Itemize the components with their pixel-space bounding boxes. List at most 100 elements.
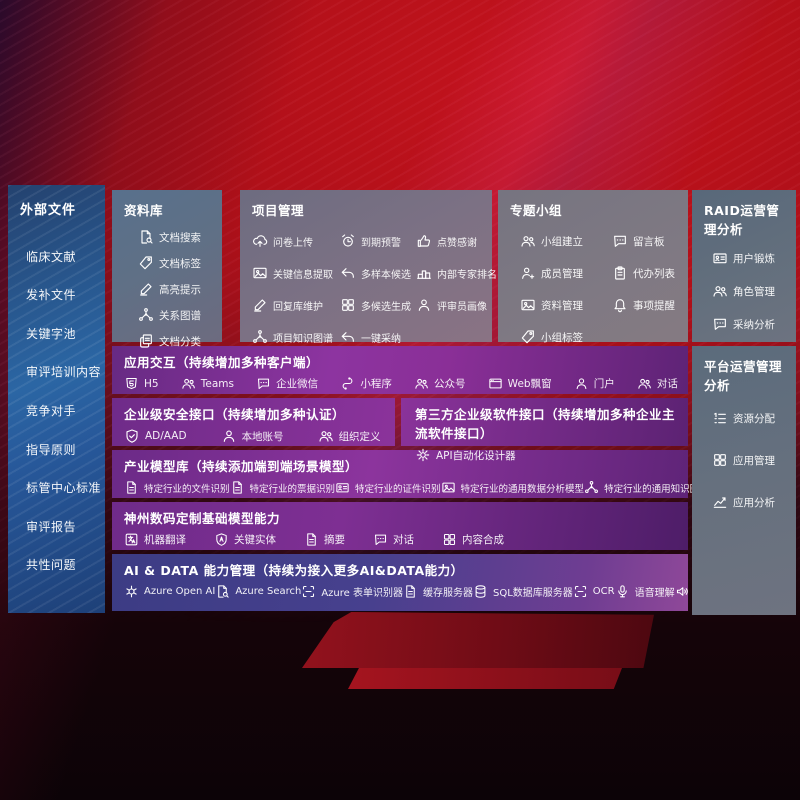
feature-item: 关键实体 xyxy=(214,532,276,547)
info-extract-icon xyxy=(252,265,268,281)
tts-icon xyxy=(675,584,690,599)
feature-item: 机器翻译 xyxy=(124,532,186,547)
feature-item: 特定行业的证件识别 xyxy=(335,480,441,495)
feature-item: 小组建立 xyxy=(520,233,612,249)
sidebar-item: 标管中心标准 xyxy=(26,481,102,496)
summary-icon xyxy=(304,532,319,547)
portal-icon xyxy=(574,376,589,391)
feature-item: 高亮提示 xyxy=(138,281,212,297)
external-files-title: 外部文件 xyxy=(20,203,77,218)
azure-search-icon xyxy=(215,584,230,599)
sidebar-item: 关键字池 xyxy=(26,326,77,341)
feature-item: 成员管理 xyxy=(520,265,612,281)
cache-server-icon xyxy=(403,584,418,599)
panel-title: 平台运营管理分析 xyxy=(704,359,783,393)
invoice-recognize-icon xyxy=(230,480,245,495)
feature-item: 组织定义 xyxy=(318,428,381,444)
chat-icon xyxy=(373,532,388,547)
ocr-icon xyxy=(573,584,588,599)
row-interfaces: 企业级安全接口（持续增加多种认证） AD/AAD 本地账号 组织定义 第三方企业… xyxy=(112,398,688,462)
project-items: 问卷上传 到期预警 点赞感谢 关键信息提取 多样本候选 内部专家排名 回复库维护… xyxy=(252,233,497,345)
feature-item: AD/AAD xyxy=(124,428,187,444)
feature-item: 小组标签 xyxy=(520,329,612,345)
feature-item: 用户锻炼 xyxy=(712,250,786,266)
sidebar-item: 指导原则 xyxy=(26,442,77,457)
feature-item: 内部专家排名 xyxy=(416,265,497,281)
architecture-slide: 外部文件 临床文献 发补文件 关键字池 审评培训内容 竞争对手 指导原则 标管中… xyxy=(8,185,796,615)
highlight-pen-icon xyxy=(138,281,154,297)
row-app-interaction: 应用交互（持续增加多种客户端） H5 Teams 企业微信 小程序 公众号 We… xyxy=(112,346,688,394)
feature-item: 特定行业的票据识别 xyxy=(230,480,335,495)
doc-search-icon xyxy=(138,229,154,245)
feature-item: API自动化设计器 xyxy=(415,447,516,463)
box-title: 企业级安全接口（持续增加多种认证） xyxy=(124,407,346,422)
doc-category-icon xyxy=(138,333,154,349)
feature-item: 特定行业的文件识别 xyxy=(124,480,230,495)
feature-item: SQL数据库服务器 xyxy=(473,584,573,599)
wechat-work-icon xyxy=(256,376,271,391)
platform-items: 资源分配 应用管理 应用分析 xyxy=(704,410,786,510)
third-party-items: API自动化设计器 xyxy=(415,447,678,463)
project-graph-icon xyxy=(252,329,268,345)
feature-item: 文档分类 xyxy=(138,333,212,349)
feature-item: 文档标签 xyxy=(138,255,212,271)
row-title: 产业模型库（持续添加端到端场景模型） xyxy=(124,459,359,474)
feature-item: Web飘窗 xyxy=(488,376,552,391)
feature-item: 问卷上传 xyxy=(252,233,340,249)
external-files-panel: 外部文件 临床文献 发补文件 关键字池 审评培训内容 竞争对手 指导原则 标管中… xyxy=(8,185,105,613)
panel-title: 专题小组 xyxy=(510,203,563,218)
feature-item: Azure Open AI xyxy=(124,584,215,599)
background-red-shape xyxy=(302,612,654,668)
sidebar-item: 审评培训内容 xyxy=(26,365,102,380)
row-title: 神州数码定制基础模型能力 xyxy=(124,511,281,526)
main-column: 资料库 文档搜索 文档标签 高亮提示 关系图谱 文档分类 项目管理 问卷上传 到… xyxy=(112,185,728,615)
feature-item: 角色管理 xyxy=(712,283,786,299)
web-window-icon xyxy=(488,376,503,391)
feature-item: 特定行业的通用知识图谱模型 xyxy=(584,480,728,495)
multi-generate-icon xyxy=(340,297,356,313)
reply-edit-icon xyxy=(252,297,268,313)
one-click-adopt-icon xyxy=(340,329,356,345)
adopt-analysis-icon xyxy=(712,316,728,332)
feature-item: Azure Search xyxy=(215,584,301,599)
sidebar-item: 共性问题 xyxy=(26,558,77,573)
feature-item: 回复库维护 xyxy=(252,297,340,313)
message-board-icon xyxy=(612,233,628,249)
feature-item: 摘要 xyxy=(304,532,345,547)
feature-item: 多样本候选 xyxy=(340,265,416,281)
feature-item: 项目知识图谱 xyxy=(252,329,340,345)
feature-item: 一键采纳 xyxy=(340,329,416,345)
feature-item: Teams xyxy=(181,376,234,391)
todo-list-icon xyxy=(612,265,628,281)
team-build-icon xyxy=(520,233,536,249)
feature-item: 文档搜索 xyxy=(138,229,212,245)
feature-item: H5 xyxy=(124,376,159,391)
box-third-party-software: 第三方企业级软件接口（持续增加多种企业主流软件接口） API自动化设计器 xyxy=(401,398,688,462)
box-enterprise-security: 企业级安全接口（持续增加多种认证） AD/AAD 本地账号 组织定义 xyxy=(112,398,395,446)
member-manage-icon xyxy=(520,265,536,281)
file-recognize-icon xyxy=(124,480,139,495)
mini-program-icon xyxy=(340,376,355,391)
feature-item: 资料管理 xyxy=(520,297,612,313)
thumbs-up-icon xyxy=(416,233,432,249)
box-title: 第三方企业级软件接口（持续增加多种企业主流软件接口） xyxy=(415,407,676,441)
feature-item: OCR xyxy=(573,584,615,599)
row-title: AI & DATA 能力管理（持续为接入更多AI&DATA能力） xyxy=(124,563,464,578)
ai-data-items: Azure Open AI Azure Search Azure 表单识别器 缓… xyxy=(124,584,713,599)
h5-icon xyxy=(124,376,139,391)
panel-title: 资料库 xyxy=(124,203,164,218)
openai-icon xyxy=(124,584,139,599)
sidebar-item: 临床文献 xyxy=(26,249,77,264)
cert-recognize-icon xyxy=(335,480,350,495)
data-model-icon xyxy=(441,480,456,495)
sidebar-item: 发补文件 xyxy=(26,288,77,303)
feature-item: 缓存服务器 xyxy=(403,584,473,599)
sidebar-item: 审评报告 xyxy=(26,519,77,534)
panel-raid-analysis: RAID运营管理分析 用户锻炼 角色管理 采纳分析 问题趋势 xyxy=(692,190,796,364)
feature-item: 多候选生成 xyxy=(340,297,416,313)
reviewer-portrait-icon xyxy=(416,297,432,313)
feature-item: 对话 xyxy=(373,532,414,547)
feature-item: 应用管理 xyxy=(712,452,786,468)
feature-item: 公众号 xyxy=(414,376,466,391)
feature-item: 关键信息提取 xyxy=(252,265,340,281)
